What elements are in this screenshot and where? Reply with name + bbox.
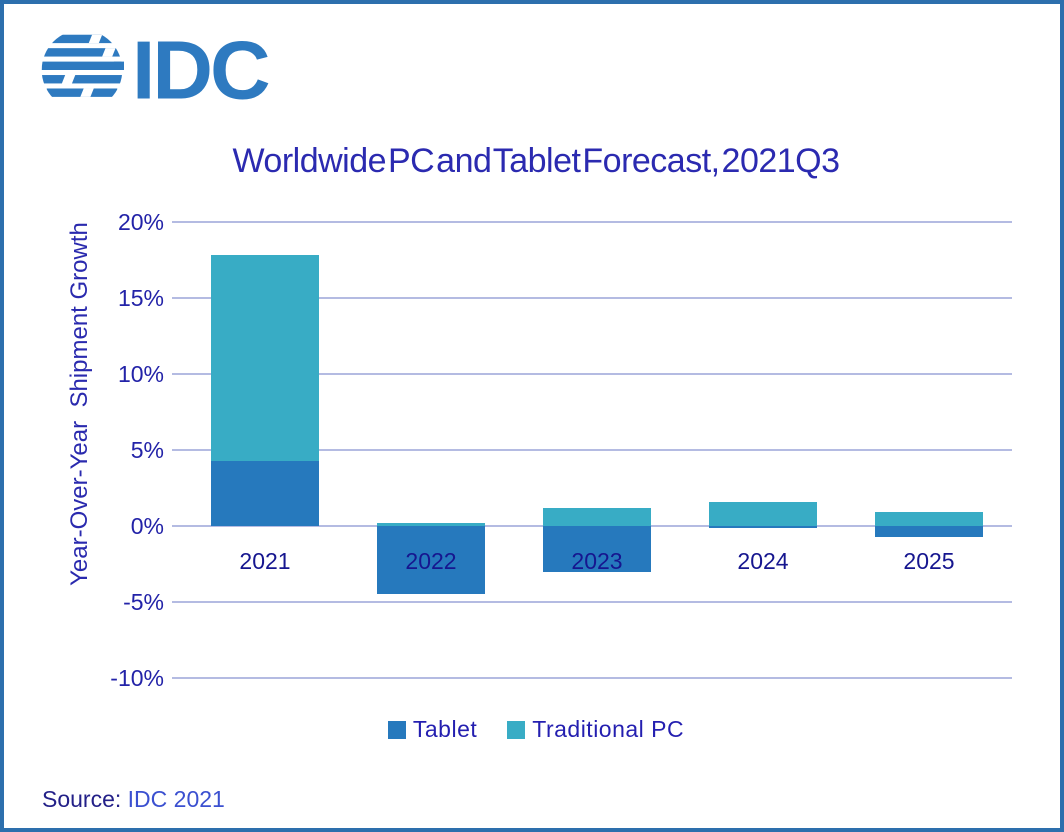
y-tick-label: 5% bbox=[130, 437, 164, 463]
gridline bbox=[172, 297, 1012, 299]
y-tick-label: 15% bbox=[117, 285, 164, 311]
bar-segment-traditional-pc-2024 bbox=[709, 501, 817, 526]
x-category-label: 2024 bbox=[737, 548, 789, 574]
chart-title: Worldwide PC and Tablet Forecast, 2021Q3 bbox=[232, 142, 840, 180]
source-prefix: Source: bbox=[42, 786, 122, 812]
y-tick-label: 10% bbox=[117, 361, 164, 387]
y-tick-label: 20% bbox=[117, 209, 164, 235]
legend-swatch-icon bbox=[507, 720, 526, 739]
bar-segment-tablet-2025 bbox=[875, 526, 983, 537]
x-category-label: 2023 bbox=[571, 548, 623, 574]
x-category-label: 2021 bbox=[239, 548, 291, 574]
source-note: Source: IDC 2021 bbox=[42, 786, 225, 813]
gridline bbox=[172, 221, 1012, 223]
legend-item-traditional-pc: Traditional PC bbox=[507, 716, 684, 743]
gridline bbox=[172, 373, 1012, 375]
y-tick-label: 0% bbox=[130, 513, 164, 539]
gridline bbox=[172, 449, 1012, 451]
legend-swatch-icon bbox=[387, 720, 406, 739]
x-category-label: 2022 bbox=[405, 548, 457, 574]
bar-segment-tablet-2022 bbox=[377, 526, 485, 595]
idc-logo-text: IDC bbox=[132, 23, 271, 117]
legend: Tablet Traditional PC bbox=[4, 716, 1064, 743]
bar-segment-tablet-2023 bbox=[543, 526, 651, 572]
bar-segment-traditional-pc-2025 bbox=[875, 512, 983, 526]
x-category-label: 2025 bbox=[903, 548, 955, 574]
legend-item-tablet: Tablet bbox=[387, 716, 478, 743]
idc-logo: IDC bbox=[40, 23, 271, 117]
gridline bbox=[172, 601, 1012, 603]
bar-segment-traditional-pc-2022 bbox=[377, 522, 485, 526]
idc-globe-icon bbox=[41, 34, 124, 97]
bar-segment-traditional-pc-2023 bbox=[543, 507, 651, 526]
bar-segment-traditional-pc-2021 bbox=[211, 255, 319, 461]
y-tick-label: -5% bbox=[123, 589, 164, 615]
bar-segment-tablet-2021 bbox=[211, 460, 319, 526]
gridline bbox=[172, 677, 1012, 679]
source-value: IDC 2021 bbox=[121, 786, 225, 812]
y-tick-label: -10% bbox=[110, 665, 164, 691]
legend-label: Tablet bbox=[412, 716, 478, 742]
bar-segment-tablet-2024 bbox=[709, 526, 817, 528]
legend-label: Traditional PC bbox=[532, 716, 685, 742]
plot-area: Year-Over-Year Shipment Growth 20% 15% 10%… bbox=[4, 4, 1060, 828]
